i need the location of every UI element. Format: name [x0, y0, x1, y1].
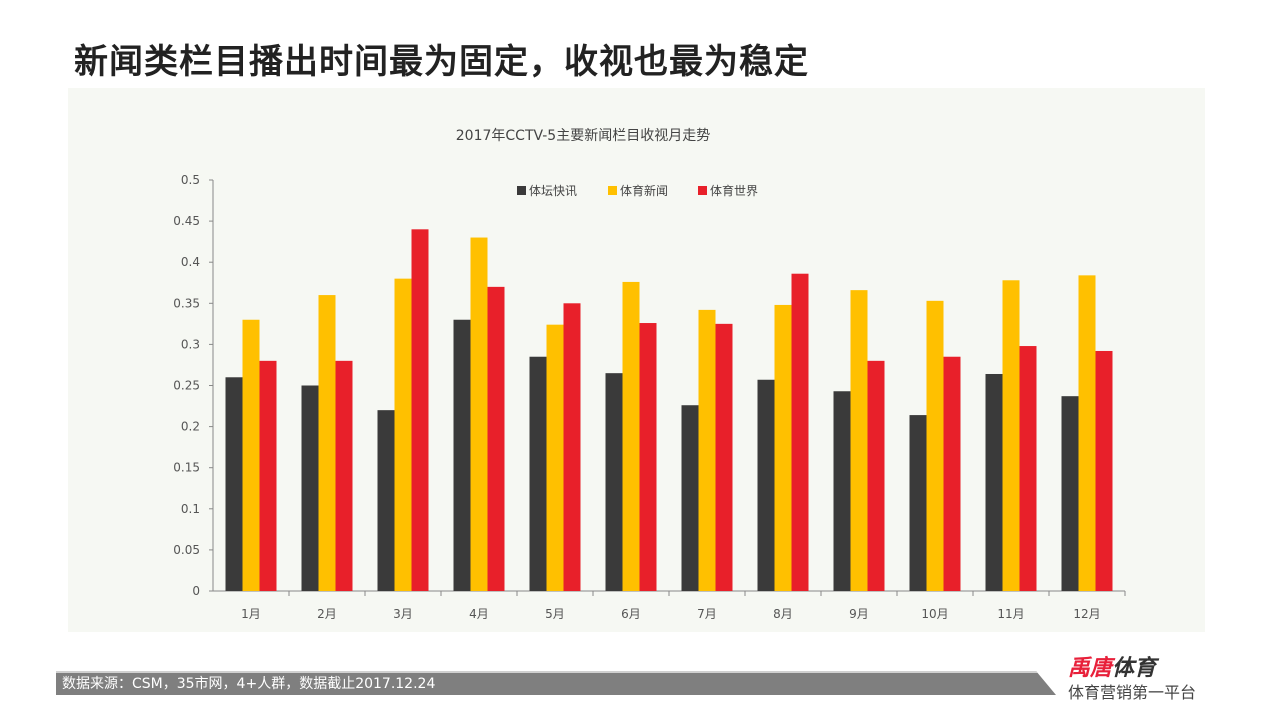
bar-2 [1078, 275, 1096, 591]
legend-swatch [698, 186, 707, 195]
brand-logo: 禹唐体育 [1068, 650, 1156, 682]
bar-2 [242, 319, 260, 591]
brand-slogan: 体育营销第一平台 [1068, 683, 1197, 702]
bar-1 [301, 385, 319, 591]
x-tick-label: 12月 [1073, 607, 1100, 621]
bar-2 [1002, 280, 1020, 591]
y-tick-label: 0.35 [173, 296, 200, 310]
bar-3 [487, 286, 505, 591]
bar-2 [698, 309, 716, 591]
bar-3 [715, 323, 733, 591]
y-tick-label: 0.25 [173, 379, 200, 393]
x-tick-label: 1月 [241, 607, 261, 621]
bar-1 [909, 415, 927, 591]
bar-3 [791, 273, 809, 591]
x-tick-label: 7月 [697, 607, 717, 621]
legend-swatch [517, 186, 526, 195]
legend-swatch [608, 186, 617, 195]
x-tick-label: 6月 [621, 607, 641, 621]
bar-1 [833, 391, 851, 591]
bar-3 [1095, 350, 1113, 591]
x-tick-label: 2月 [317, 607, 337, 621]
y-tick-label: 0.45 [173, 214, 200, 228]
y-tick-label: 0.3 [181, 337, 200, 351]
bar-2 [774, 304, 792, 591]
legend-label: 体坛快讯 [529, 184, 577, 198]
x-tick-label: 10月 [921, 607, 948, 621]
bar-2 [622, 281, 640, 591]
bar-3 [411, 229, 429, 591]
bar-3 [1019, 346, 1037, 591]
y-tick-label: 0 [192, 584, 200, 598]
bar-2 [470, 237, 488, 592]
bar-2 [850, 290, 868, 591]
bar-3 [335, 360, 353, 591]
bar-1 [453, 319, 471, 591]
bar-1 [1061, 396, 1079, 591]
x-tick-label: 3月 [393, 607, 413, 621]
y-tick-label: 0.4 [181, 255, 200, 269]
bar-3 [867, 360, 885, 591]
y-tick-label: 0.1 [181, 502, 200, 516]
bar-3 [259, 360, 277, 591]
x-tick-label: 4月 [469, 607, 489, 621]
bar-1 [985, 373, 1003, 591]
bar-1 [529, 356, 547, 591]
y-tick-label: 0.15 [173, 461, 200, 475]
bar-2 [394, 278, 412, 591]
logo-dark-text: 体育 [1112, 656, 1157, 681]
chart-title: 2017年CCTV-5主要新闻栏目收视月走势 [456, 128, 710, 144]
y-tick-label: 0.2 [181, 420, 200, 434]
legend-label: 体育新闻 [620, 183, 668, 198]
logo-red-text: 禹唐 [1068, 656, 1113, 681]
x-tick-label: 9月 [849, 607, 869, 621]
footer-bar [56, 671, 1056, 695]
data-source-note: 数据来源：CSM，35市网，4+人群，数据截止2017.12.24 [62, 676, 436, 692]
bar-1 [757, 379, 775, 591]
bar-1 [377, 410, 395, 591]
legend-label: 体育世界 [710, 183, 758, 198]
page-title: 新闻类栏目播出时间最为固定，收视也最为稳定 [74, 42, 809, 82]
bar-1 [681, 405, 699, 591]
bar-2 [546, 324, 564, 591]
bar-3 [639, 323, 657, 591]
y-tick-label: 0.05 [173, 543, 200, 557]
x-tick-label: 5月 [545, 607, 565, 621]
y-tick-label: 0.5 [181, 173, 200, 187]
x-tick-label: 8月 [773, 607, 793, 621]
bar-3 [563, 303, 581, 591]
bar-3 [943, 356, 961, 591]
bar-1 [605, 373, 623, 591]
x-tick-label: 11月 [997, 607, 1024, 621]
bar-1 [225, 377, 243, 591]
bar-2 [318, 295, 336, 591]
bar-2 [926, 300, 944, 591]
